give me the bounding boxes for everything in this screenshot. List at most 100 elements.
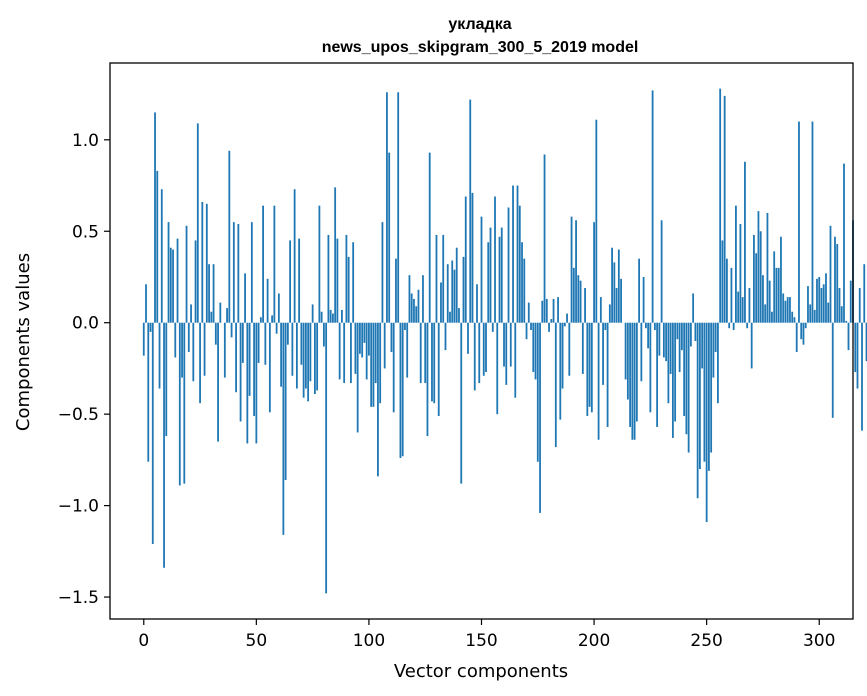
bar — [210, 311, 213, 323]
bar — [388, 152, 391, 323]
bar — [304, 322, 307, 389]
bar — [322, 322, 325, 347]
bar — [469, 99, 472, 323]
bar — [392, 322, 395, 413]
bar — [604, 322, 607, 331]
bar — [581, 322, 584, 374]
bar — [717, 322, 719, 404]
bar — [471, 192, 474, 323]
bar — [410, 293, 413, 323]
bar — [467, 322, 469, 354]
bar — [241, 322, 244, 363]
bar — [334, 187, 337, 323]
bar — [237, 223, 240, 323]
y-tick-label: −1.5 — [58, 588, 99, 608]
bar — [433, 322, 436, 404]
bar — [174, 322, 177, 358]
bar — [807, 286, 809, 323]
bar — [311, 304, 314, 323]
bar — [732, 322, 735, 331]
bar — [377, 322, 379, 477]
bar — [861, 322, 863, 431]
bar — [167, 222, 170, 323]
bar — [302, 322, 305, 398]
bar — [223, 322, 226, 378]
bar — [795, 322, 798, 352]
bar — [813, 309, 816, 323]
bar — [530, 322, 532, 331]
bar — [309, 322, 312, 382]
bar — [721, 240, 724, 323]
bar — [843, 163, 845, 323]
bar — [338, 322, 341, 380]
bar — [192, 322, 195, 382]
bar — [503, 322, 505, 367]
bar — [424, 322, 427, 384]
y-tick-label: 0.5 — [72, 222, 99, 242]
bar — [151, 322, 154, 545]
bar — [820, 287, 823, 323]
bar — [849, 280, 852, 323]
bar — [239, 322, 242, 422]
bar — [782, 293, 785, 323]
bar — [838, 287, 841, 323]
bar — [818, 276, 821, 323]
bar — [572, 267, 575, 323]
bar — [545, 298, 548, 323]
bar — [631, 322, 634, 440]
bar — [536, 322, 539, 462]
bar — [386, 92, 388, 323]
bar — [653, 322, 656, 331]
bar — [667, 322, 670, 404]
bar — [383, 322, 386, 369]
bar — [550, 319, 553, 323]
bar — [399, 322, 402, 459]
bar — [228, 150, 231, 323]
bar — [753, 234, 755, 323]
bar — [680, 322, 683, 351]
bar — [701, 322, 704, 369]
bar — [395, 258, 397, 323]
bar — [158, 322, 161, 389]
bar — [816, 278, 818, 323]
bar — [178, 322, 181, 486]
x-axis-label: Vector components — [394, 661, 568, 682]
bar — [755, 253, 758, 323]
bar — [489, 227, 492, 323]
bar — [647, 322, 650, 349]
bar — [485, 322, 487, 373]
bar — [458, 308, 460, 323]
bar — [413, 298, 415, 323]
bar — [478, 322, 481, 384]
bar — [248, 322, 251, 396]
x-tick-label: 50 — [246, 631, 268, 651]
bar — [212, 264, 215, 323]
bar — [404, 322, 406, 331]
bar — [728, 322, 731, 329]
bar — [246, 322, 249, 444]
bar — [766, 212, 769, 323]
y-axis-label: Components values — [13, 253, 34, 431]
bar — [219, 302, 222, 323]
bar — [856, 322, 859, 389]
bar — [606, 322, 609, 427]
bar — [858, 287, 861, 323]
bar — [145, 284, 147, 323]
bar — [244, 273, 246, 323]
bars-group — [142, 88, 867, 594]
bar — [374, 322, 377, 384]
bar — [491, 322, 494, 332]
bar — [809, 304, 812, 323]
bar — [793, 317, 796, 323]
y-tick-label: −0.5 — [58, 405, 99, 425]
bar — [703, 322, 706, 462]
bar — [635, 322, 638, 422]
bar — [431, 322, 433, 402]
bar — [624, 322, 627, 380]
bar — [365, 322, 368, 380]
bar — [552, 298, 555, 323]
bar — [185, 225, 188, 323]
bar — [566, 313, 568, 323]
bar — [737, 291, 740, 323]
bar — [847, 322, 850, 351]
